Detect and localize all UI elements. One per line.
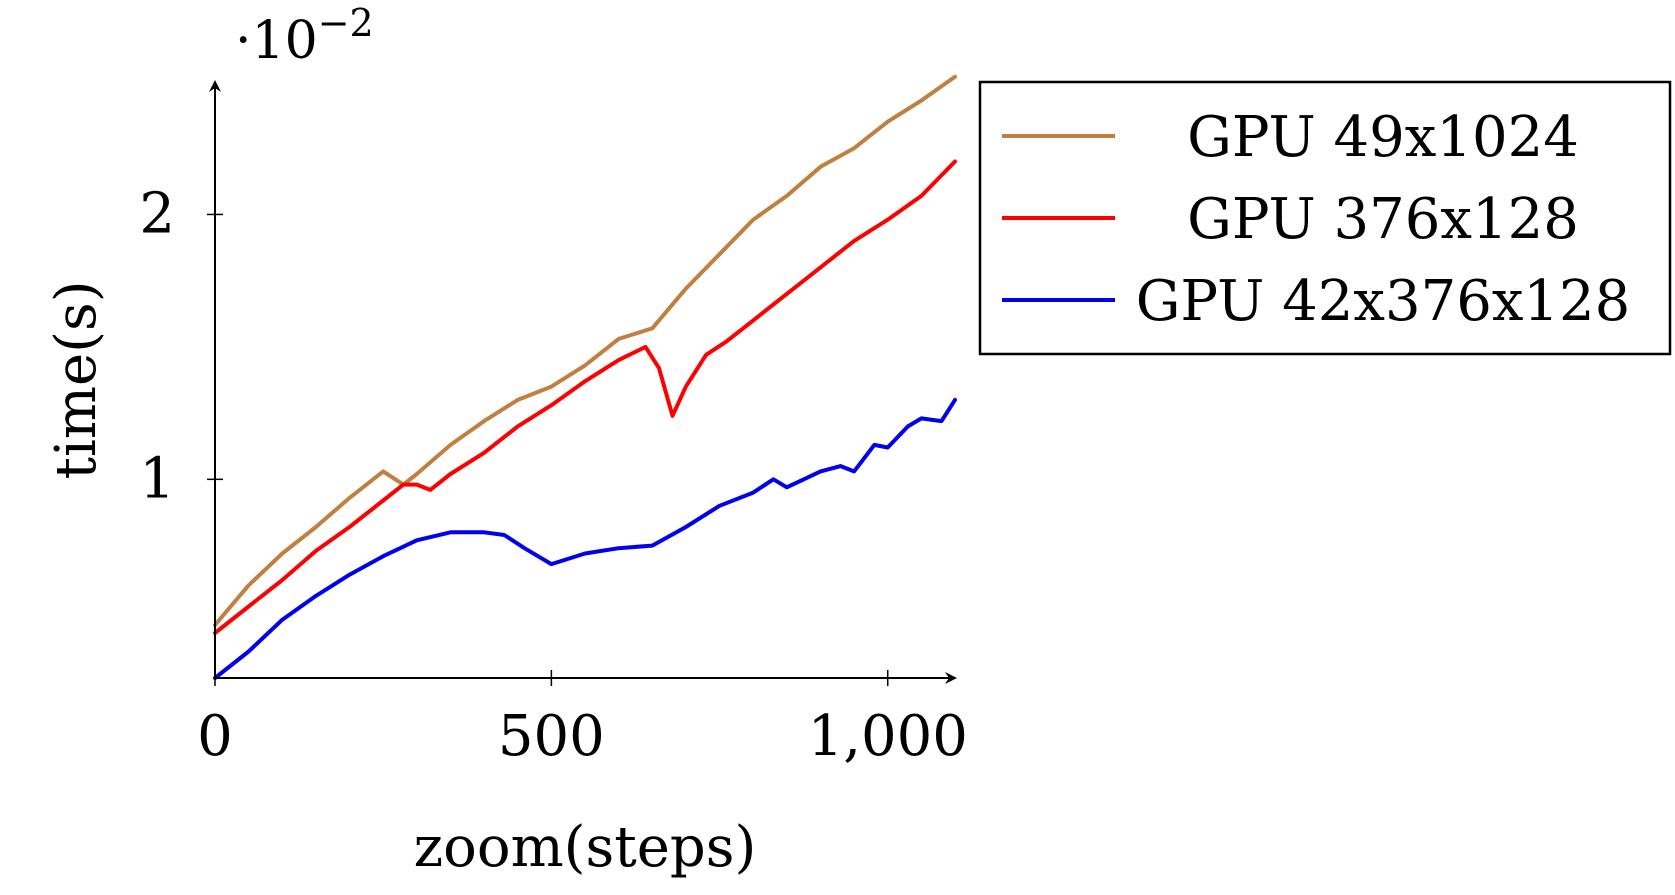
legend-label-3: GPU 42x376x128: [1136, 269, 1631, 334]
y-axis-label: time(s): [44, 280, 109, 479]
legend: GPU 49x1024 GPU 376x128 GPU 42x376x128: [978, 80, 1672, 356]
y-tick-label: 1: [139, 446, 175, 511]
legend-label-2: GPU 376x128: [1187, 187, 1579, 252]
x-tick-label: 500: [498, 704, 605, 769]
series-line-3: [213, 397, 957, 680]
y-ticks: 12: [139, 181, 223, 511]
legend-label-1: GPU 49x1024: [1187, 105, 1579, 170]
series-line-2: [213, 159, 957, 635]
y-scale-exponent: −2: [318, 1, 374, 45]
x-tick-label: 1,000: [808, 704, 968, 769]
x-ticks: 0 500 1,000: [197, 670, 968, 769]
y-scale-label: ·10−2: [235, 1, 374, 71]
series-layer: [213, 74, 957, 680]
x-tick-label: 0: [197, 704, 233, 769]
series-line-1: [213, 74, 957, 627]
x-axis-label: zoom(steps): [414, 815, 757, 880]
legend-items: GPU 49x1024 GPU 376x128 GPU 42x376x128: [1002, 105, 1630, 334]
y-tick-label: 2: [139, 181, 175, 246]
y-scale-prefix: ·10: [235, 11, 318, 71]
